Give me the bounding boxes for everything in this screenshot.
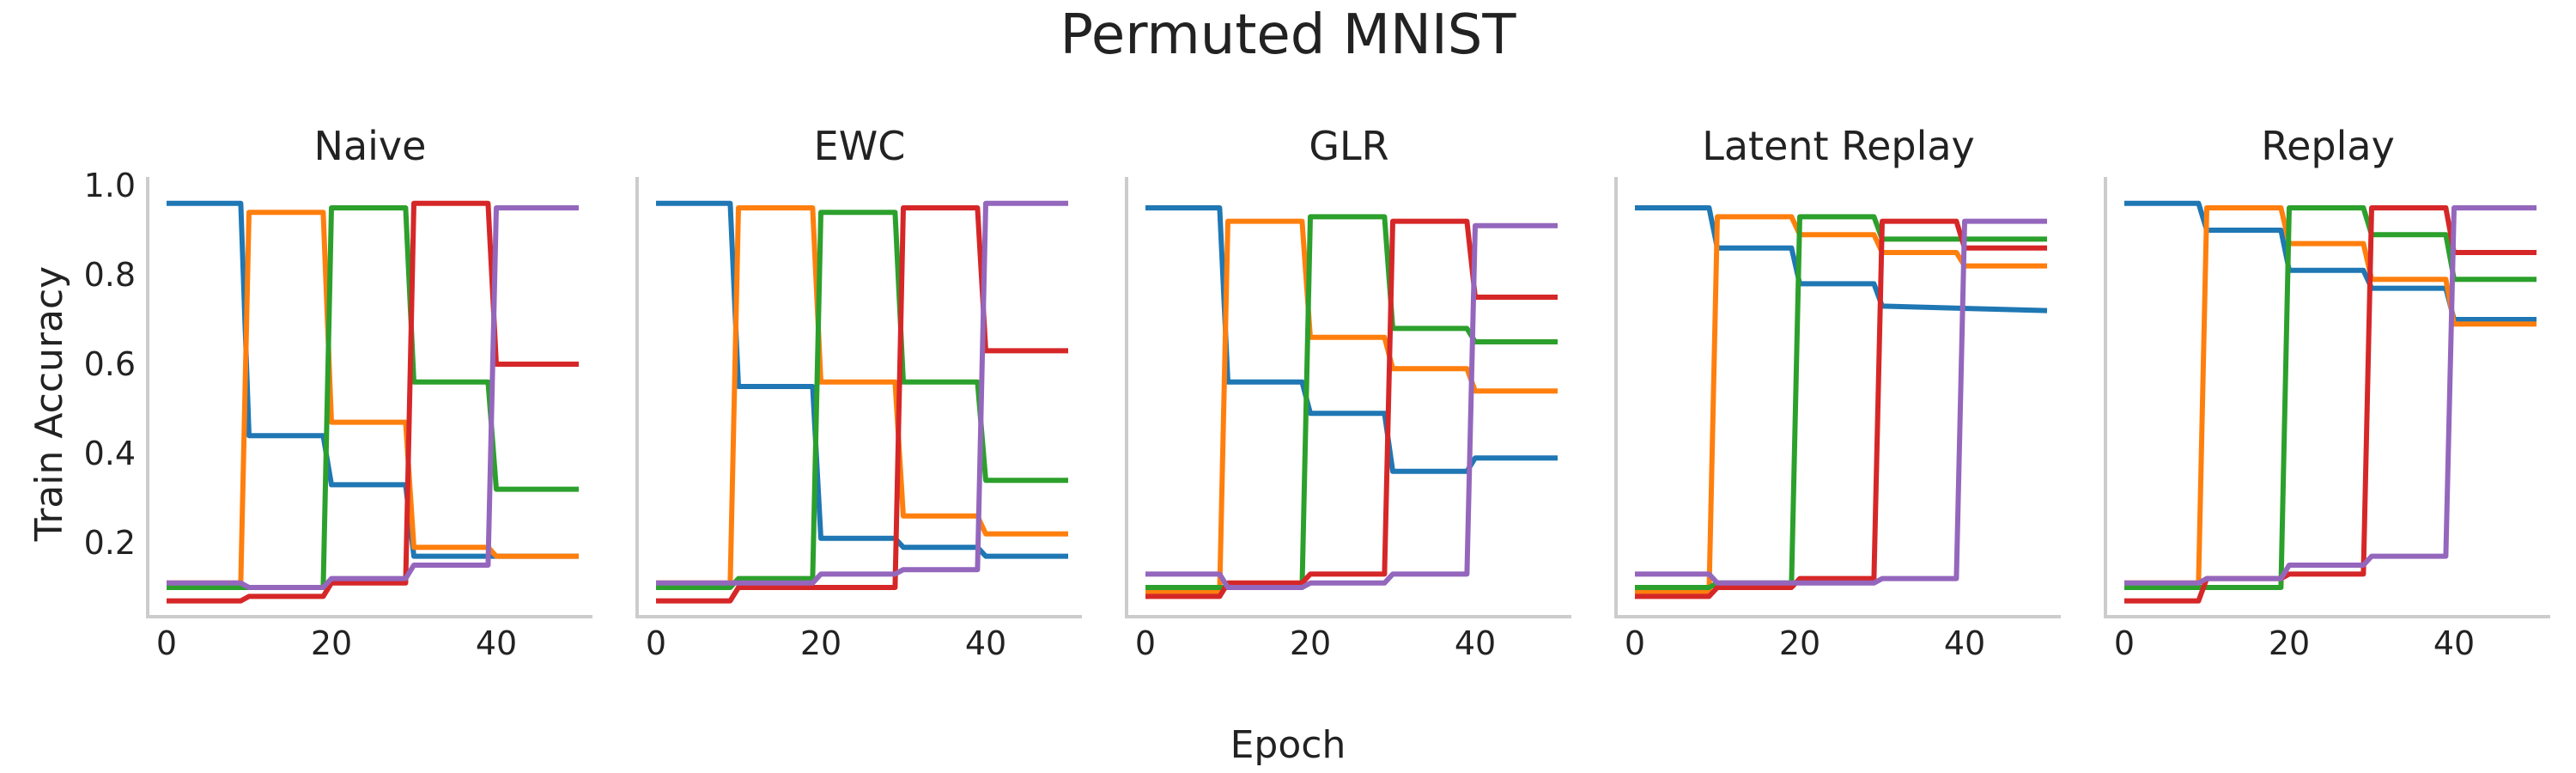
y-tick-label: 0.2 [84, 524, 136, 562]
x-tick-label: 0 [646, 624, 666, 662]
y-tick-label: 0.6 [84, 345, 136, 383]
x-tick-label: 0 [2114, 624, 2135, 662]
x-tick-label: 0 [1625, 624, 1645, 662]
series-line-task-2 [1145, 218, 1558, 595]
series-line-task-3 [2124, 205, 2537, 590]
panel-1: Naive 0 20 40 0.2 0.4 0.6 0.8 1.0 [84, 123, 592, 662]
x-tick-label: 40 [1944, 624, 1985, 662]
panel-title: EWC [814, 123, 906, 169]
series-line-task-4 [656, 205, 1068, 604]
y-tick-label: 0.8 [84, 256, 136, 294]
series-line-task-4 [167, 200, 579, 604]
x-axis-label: Epoch [1230, 723, 1346, 767]
series-line-task-5 [2124, 205, 2537, 586]
panel-4: Latent Replay 0 20 40 [1614, 123, 2061, 662]
x-tick-label: 20 [1779, 624, 1820, 662]
x-tick-label: 20 [311, 624, 352, 662]
panel-title: Naive [314, 123, 427, 169]
x-tick-label: 20 [800, 624, 841, 662]
panels: Naive 0 20 40 0.2 0.4 0.6 0.8 1.0 EWC 0 20 40 GLR 0 20 4… [84, 123, 2550, 662]
x-tick-label: 0 [1135, 624, 1156, 662]
x-tick-label: 20 [2269, 624, 2310, 662]
y-tick-label: 0.4 [84, 435, 136, 472]
series-line-task-5 [1145, 222, 1558, 590]
x-tick-label: 20 [1290, 624, 1331, 662]
series-line-task-5 [167, 205, 579, 590]
series-line-task-3 [1145, 214, 1558, 590]
panel-3: GLR 0 20 40 [1125, 123, 1571, 662]
series-line-task-5 [1635, 218, 2047, 586]
series-line-task-3 [1635, 214, 2047, 590]
panel-2: EWC 0 20 40 [635, 123, 1082, 662]
panel-5: Replay 0 20 40 [2104, 123, 2550, 662]
series-line-task-4 [1635, 218, 2047, 600]
series-line-task-4 [2124, 205, 2537, 604]
x-tick-label: 40 [2433, 624, 2475, 662]
panel-title: GLR [1309, 123, 1388, 169]
x-tick-label: 40 [1455, 624, 1496, 662]
x-tick-label: 40 [476, 624, 517, 662]
panel-title: Replay [2261, 123, 2395, 169]
series-line-task-3 [167, 205, 579, 590]
series-line-task-1 [2124, 200, 2537, 322]
series-line-task-2 [1635, 214, 2047, 595]
series-line-task-3 [656, 210, 1068, 590]
series-line-task-1 [167, 200, 579, 559]
y-axis-label: Train Accuracy [27, 266, 71, 542]
series-line-task-5 [656, 200, 1068, 586]
figure-title: Permuted MNIST [1060, 3, 1517, 67]
series-line-task-4 [1145, 218, 1558, 600]
series-line-task-2 [167, 210, 579, 586]
series-line-task-2 [2124, 205, 2537, 586]
x-tick-label: 40 [965, 624, 1006, 662]
series-line-task-2 [656, 205, 1068, 586]
y-tick-label: 1.0 [84, 167, 136, 204]
panel-title: Latent Replay [1702, 123, 1975, 169]
x-tick-label: 0 [156, 624, 177, 662]
